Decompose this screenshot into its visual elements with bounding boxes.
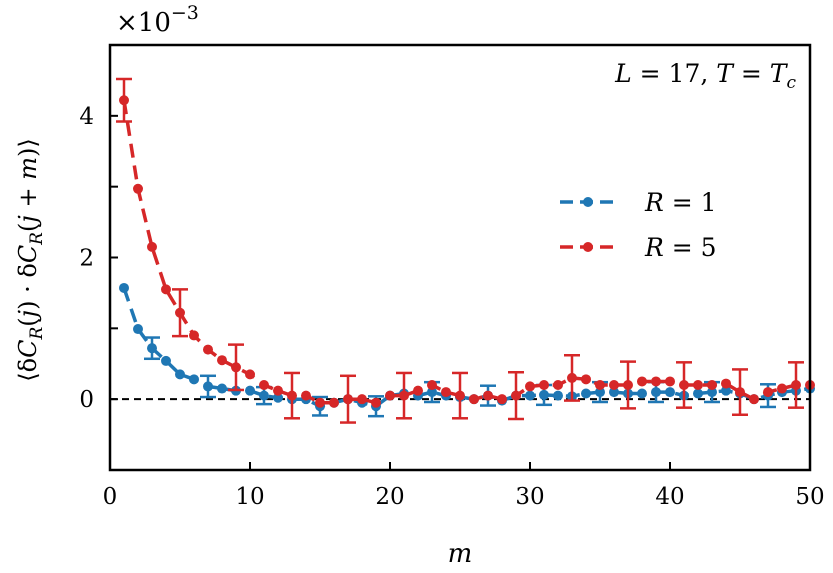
- y-tick-label: 4: [79, 104, 94, 130]
- data-point-r5: [329, 397, 339, 408]
- data-point-r5: [693, 380, 703, 390]
- y-tick-label: 2: [79, 246, 94, 272]
- data-point-r1: [189, 374, 199, 385]
- axes: 0 10 20 30 40 50 0 2 4: [79, 44, 825, 510]
- data-point-r5: [763, 387, 773, 398]
- legend: R = 1 R = 5: [560, 188, 717, 262]
- x-axis-label: m: [448, 539, 473, 569]
- data-point-r5: [525, 381, 535, 392]
- data-point-r5: [441, 387, 451, 398]
- y-axis-label: ⟨δCR(j) · δCR(j + m)⟩: [14, 138, 47, 381]
- data-point-r5: [777, 383, 787, 394]
- data-point-r1: [581, 388, 591, 399]
- data-point-r5: [511, 390, 521, 401]
- data-point-r5: [637, 376, 647, 387]
- data-point-r5: [147, 241, 157, 252]
- data-point-r5: [189, 330, 199, 341]
- y-tick-label: 0: [79, 387, 94, 413]
- data-point-r5: [245, 369, 255, 380]
- data-point-r1: [259, 390, 269, 401]
- data-point-r5: [413, 385, 423, 396]
- y-scale-label: ×10−3: [116, 2, 199, 38]
- plot-area: [110, 77, 815, 424]
- data-point-r1: [707, 387, 717, 398]
- data-point-r1: [203, 381, 213, 392]
- data-point-r1: [217, 383, 227, 394]
- data-point-r5: [315, 397, 325, 408]
- data-point-r5: [595, 380, 605, 390]
- data-point-r5: [483, 390, 493, 401]
- legend-label-r1: R = 1: [644, 188, 717, 217]
- data-point-r5: [259, 380, 269, 390]
- data-point-r5: [791, 380, 801, 390]
- data-point-r5: [175, 307, 185, 318]
- x-tick-label: 40: [655, 484, 684, 510]
- data-point-r1: [273, 392, 283, 403]
- data-point-r1: [553, 390, 563, 401]
- x-tick-label: 10: [235, 484, 264, 510]
- data-point-r1: [595, 387, 605, 398]
- legend-marker-r5: [583, 242, 593, 252]
- data-point-r5: [161, 284, 171, 295]
- legend-entry-r1: R = 1: [560, 188, 717, 217]
- data-point-r1: [539, 389, 549, 400]
- legend-entry-r5: R = 5: [560, 233, 717, 262]
- data-point-r5: [721, 378, 731, 389]
- data-point-r1: [427, 387, 437, 398]
- data-point-r5: [301, 390, 311, 401]
- data-point-r1: [609, 387, 619, 398]
- data-point-r5: [287, 390, 297, 401]
- legend-marker-r1: [583, 197, 593, 207]
- data-point-r5: [385, 390, 395, 401]
- data-point-r5: [399, 390, 409, 401]
- x-tick-label: 50: [795, 484, 824, 510]
- data-point-r5: [119, 95, 129, 106]
- data-point-r5: [581, 374, 591, 385]
- data-point-r5: [371, 397, 381, 408]
- data-point-r5: [203, 344, 213, 355]
- data-point-r1: [175, 369, 185, 380]
- data-point-r5: [427, 380, 437, 390]
- data-point-r5: [567, 372, 577, 383]
- x-tick-label: 0: [103, 484, 118, 510]
- data-point-r1: [651, 387, 661, 398]
- data-point-r5: [749, 394, 759, 405]
- data-point-r1: [693, 388, 703, 399]
- data-point-r1: [147, 343, 157, 354]
- data-point-r1: [133, 324, 143, 335]
- data-point-r5: [217, 355, 227, 366]
- data-point-r1: [637, 388, 647, 399]
- data-point-r5: [679, 380, 689, 390]
- data-point-r1: [721, 385, 731, 396]
- data-point-r5: [609, 380, 619, 390]
- data-point-r5: [343, 394, 353, 405]
- data-point-r5: [623, 380, 633, 390]
- data-point-r1: [161, 355, 171, 366]
- data-point-r1: [119, 282, 129, 293]
- x-tick-label: 30: [515, 484, 544, 510]
- data-point-r1: [665, 387, 675, 398]
- x-tick-label: 20: [375, 484, 404, 510]
- data-point-r5: [707, 380, 717, 390]
- data-point-r5: [735, 387, 745, 398]
- data-point-r5: [651, 376, 661, 387]
- data-point-r5: [133, 183, 143, 194]
- data-point-r5: [553, 380, 563, 390]
- data-point-r5: [231, 362, 241, 373]
- data-point-r5: [497, 394, 507, 405]
- data-point-r5: [273, 385, 283, 396]
- data-point-r5: [357, 394, 367, 405]
- annotation-text: L = 17, T = Tc: [614, 59, 796, 93]
- data-point-r5: [665, 376, 675, 387]
- data-point-r5: [469, 394, 479, 405]
- data-point-r5: [455, 390, 465, 401]
- legend-label-r5: R = 5: [644, 233, 717, 262]
- data-point-r1: [525, 390, 535, 401]
- data-point-r1: [245, 385, 255, 396]
- data-point-r5: [539, 380, 549, 390]
